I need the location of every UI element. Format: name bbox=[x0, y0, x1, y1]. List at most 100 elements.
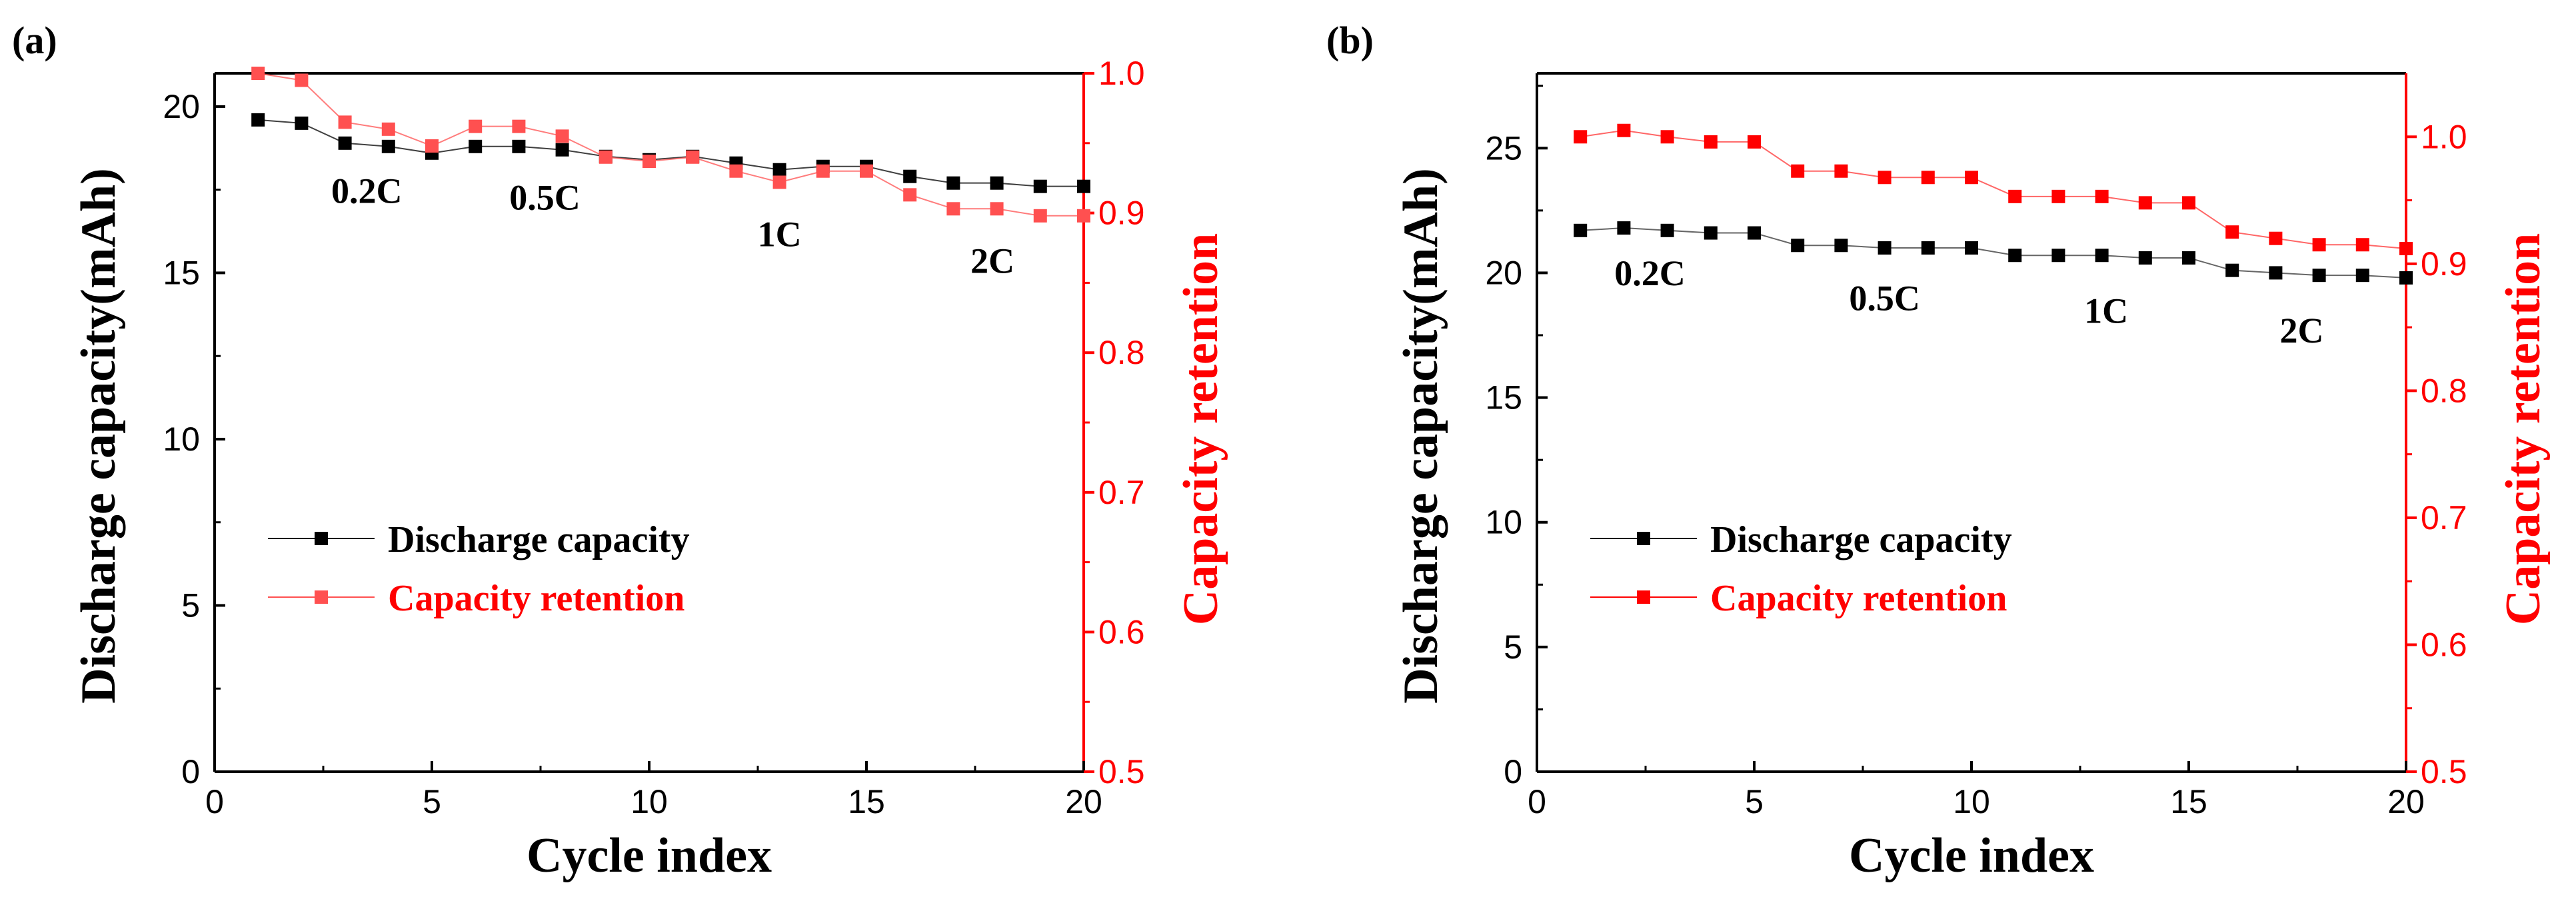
discharge-capacity-point bbox=[1791, 239, 1805, 253]
discharge-capacity-point bbox=[1704, 226, 1718, 240]
discharge-capacity-point bbox=[1748, 226, 1761, 240]
x-axis-title: Cycle index bbox=[527, 828, 772, 883]
discharge-capacity-point bbox=[1077, 179, 1090, 193]
discharge-capacity-point bbox=[1921, 241, 1935, 255]
discharge-capacity-point bbox=[338, 136, 352, 150]
capacity-retention-point bbox=[2225, 225, 2239, 239]
y-right-axis-title: Capacity retention bbox=[1174, 233, 1228, 626]
capacity-retention-point bbox=[1791, 164, 1805, 178]
capacity-retention-point bbox=[338, 115, 352, 129]
x-tick-label: 0 bbox=[1528, 783, 1546, 820]
y-left-tick-label: 15 bbox=[163, 254, 200, 291]
panel-a: (a)0 5 10 15 20051015200.50.60.70.80.91.0Cyc… bbox=[12, 19, 1228, 883]
discharge-capacity-point bbox=[555, 143, 569, 157]
capacity-retention-point bbox=[1617, 123, 1631, 137]
capacity-retention-point bbox=[2051, 189, 2065, 203]
capacity-retention-point bbox=[425, 139, 439, 153]
discharge-capacity-point bbox=[2138, 251, 2152, 265]
y-right-tick-label: 0.6 bbox=[2421, 626, 2467, 663]
capacity-retention-point bbox=[1033, 209, 1047, 223]
discharge-capacity-point bbox=[2355, 269, 2369, 283]
discharge-capacity-line bbox=[1580, 227, 2407, 279]
panel-b: (b) 0 5 10 15 20 0 5 10 15 20 25 0.5 0.6 0.7 0.8 0.9 1.0 C… bbox=[1326, 19, 2551, 883]
legend-label-discharge-capacity: Discharge capacity bbox=[388, 519, 690, 560]
capacity-retention-point bbox=[469, 119, 483, 133]
panel-label: (b) bbox=[1326, 19, 1374, 62]
discharge-capacity-point bbox=[469, 139, 483, 153]
x-axis-title: Cycle index bbox=[1849, 828, 2094, 883]
capacity-retention-point bbox=[772, 175, 786, 189]
capacity-retention-point bbox=[643, 155, 656, 169]
y-left-tick-label: 20 bbox=[1485, 254, 1522, 291]
y-right-tick-label: 0.6 bbox=[1098, 613, 1145, 650]
y-left-tick-label: 5 bbox=[181, 586, 200, 624]
discharge-capacity-point bbox=[295, 116, 309, 130]
capacity-retention-point bbox=[2399, 241, 2413, 255]
capacity-retention-point bbox=[599, 150, 613, 164]
y-left-tick-label: 10 bbox=[1485, 504, 1522, 541]
rate-annotation: 2C bbox=[970, 241, 1014, 281]
capacity-retention-point bbox=[1921, 171, 1935, 185]
x-tick-label: 10 bbox=[631, 783, 668, 820]
capacity-retention-point bbox=[381, 122, 395, 136]
capacity-retention-point bbox=[1077, 209, 1090, 223]
y-left-axis-title: Discharge capacity(mAh) bbox=[71, 168, 126, 704]
legend-label-capacity-retention: Capacity retention bbox=[1710, 578, 2007, 619]
capacity-retention-point bbox=[2095, 189, 2109, 203]
y-right-tick-label: 1.0 bbox=[1098, 55, 1145, 92]
y-right-tick-label: 0.9 bbox=[1098, 195, 1145, 232]
legend-label-capacity-retention: Capacity retention bbox=[388, 578, 684, 619]
x-tick-label: 20 bbox=[2387, 783, 2425, 820]
capacity-retention-point bbox=[729, 164, 743, 178]
capacity-retention-point bbox=[2269, 231, 2283, 245]
legend-marker-discharge-capacity bbox=[1637, 532, 1650, 545]
capacity-retention-point bbox=[860, 164, 873, 178]
discharge-capacity-point bbox=[1965, 241, 1978, 255]
capacity-retention-point bbox=[686, 150, 700, 164]
discharge-capacity-point bbox=[2269, 266, 2283, 280]
legend-marker-capacity-retention bbox=[315, 590, 328, 604]
capacity-retention-point bbox=[251, 67, 265, 80]
panel-label: (a) bbox=[12, 19, 57, 62]
y-right-tick-label: 0.9 bbox=[2421, 245, 2467, 283]
rate-annotation: 0.2C bbox=[1614, 253, 1686, 293]
capacity-retention-point bbox=[946, 202, 960, 216]
discharge-capacity-point bbox=[990, 176, 1004, 190]
x-tick-label: 0 bbox=[205, 783, 224, 820]
y-left-tick-label: 20 bbox=[163, 88, 200, 125]
capacity-retention-line bbox=[1580, 129, 2407, 249]
x-tick-label: 15 bbox=[2170, 783, 2207, 820]
discharge-capacity-point bbox=[1033, 179, 1047, 193]
y-left-tick-label: 5 bbox=[1504, 628, 1522, 666]
x-tick-label: 20 bbox=[1065, 783, 1102, 820]
discharge-capacity-point bbox=[1574, 223, 1588, 237]
capacity-retention-point bbox=[816, 164, 830, 178]
y-left-tick-label: 0 bbox=[1504, 753, 1522, 790]
rate-annotation: 0.2C bbox=[331, 171, 403, 211]
discharge-capacity-point bbox=[2312, 269, 2326, 283]
y-right-axis-title: Capacity retention bbox=[2496, 233, 2551, 626]
discharge-capacity-point bbox=[903, 169, 917, 183]
discharge-capacity-point bbox=[1660, 223, 1674, 237]
capacity-retention-point bbox=[1660, 130, 1674, 144]
rate-annotation: 0.5C bbox=[1849, 279, 1920, 319]
discharge-capacity-point bbox=[1834, 239, 1848, 253]
discharge-capacity-point bbox=[2399, 271, 2413, 285]
y-left-tick-label: 10 bbox=[163, 421, 200, 458]
x-tick-label: 10 bbox=[1953, 783, 1990, 820]
rate-annotation: 0.5C bbox=[509, 178, 581, 218]
legend-marker-capacity-retention bbox=[1637, 590, 1650, 604]
capacity-retention-point bbox=[903, 188, 917, 202]
x-tick-label: 5 bbox=[423, 783, 441, 820]
legend-label-discharge-capacity: Discharge capacity bbox=[1710, 519, 2012, 560]
discharge-capacity-point bbox=[381, 139, 395, 153]
x-tick-label: 5 bbox=[1745, 783, 1764, 820]
capacity-retention-point bbox=[1748, 135, 1761, 149]
y-right-tick-label: 0.8 bbox=[1098, 334, 1145, 371]
rate-annotation: 1C bbox=[758, 215, 802, 255]
capacity-retention-point bbox=[1965, 171, 1978, 185]
capacity-retention-point bbox=[512, 119, 526, 133]
y-left-tick-label: 15 bbox=[1485, 379, 1522, 417]
discharge-capacity-point bbox=[2095, 249, 2109, 263]
